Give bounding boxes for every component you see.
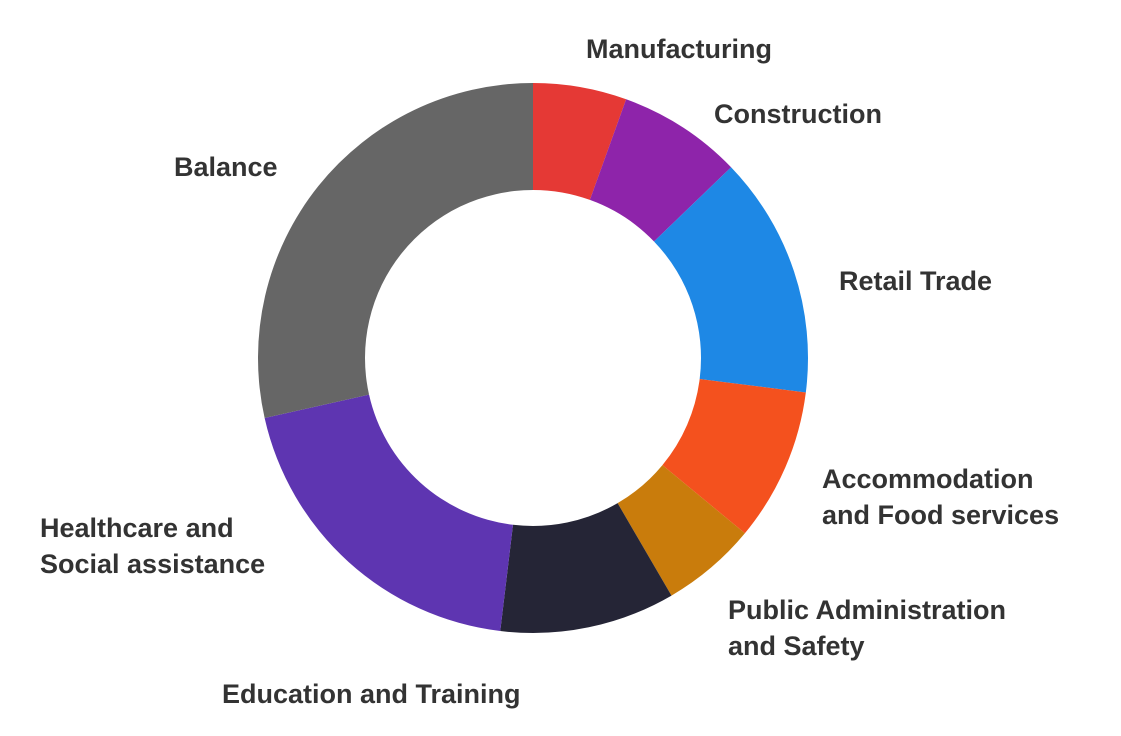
slice-label: Accommodation and Food services [822,464,1059,530]
slice-label-line: Accommodation [822,464,1034,494]
slice-labels: Manufacturing Construction Retail Trade Acc… [40,34,1059,709]
donut-slice [500,503,672,633]
slice-label-line: Social assistance [40,549,265,579]
donut-slice [533,83,627,200]
slice-label-line: Balance [174,152,278,182]
slice-label: Manufacturing [586,34,772,64]
slice-label: Healthcare and Social assistance [40,513,265,579]
slice-label-line: Public Administration [728,595,1006,625]
donut-slice [264,394,513,632]
slice-label: Balance [174,152,278,182]
slice-label-line: Education and Training [222,679,521,709]
slice-label-line: Healthcare and [40,513,234,543]
slice-label: Construction [714,99,882,129]
slice-label-line: Retail Trade [839,266,992,296]
donut-slice [258,83,533,418]
donut-slice [662,379,806,534]
slice-label: Public Administration and Safety [728,595,1006,661]
donut-slices [258,83,808,633]
slice-label: Education and Training [222,679,521,709]
donut-slice [589,99,732,242]
slice-label-line: and Safety [728,631,865,661]
donut-slice [654,167,808,393]
donut-slice [617,465,745,596]
slice-label-line: Manufacturing [586,34,772,64]
slice-label-line: Construction [714,99,882,129]
slice-label: Retail Trade [839,266,992,296]
slice-label-line: and Food services [822,500,1059,530]
